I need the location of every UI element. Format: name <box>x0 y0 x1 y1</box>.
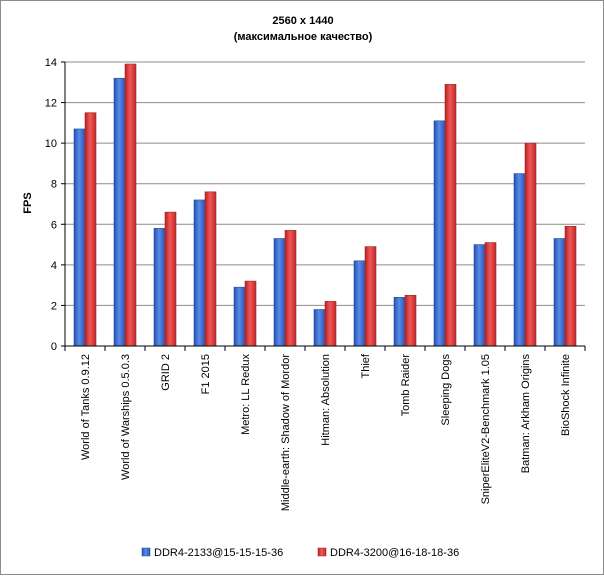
x-category-label-sniperelitev2-benchmark-1-05: SniperEliteV2-Benchmark 1.05 <box>480 354 492 504</box>
x-category-label-tomb-raider: Tomb Raider <box>400 354 412 417</box>
bar-f1-2015-series-0 <box>193 199 206 347</box>
legend-label-ddr4-3200: DDR4-3200@16-18-18-36 <box>330 547 459 559</box>
x-category-label-middle-earth-shadow-of-mordor: Middle-earth: Shadow of Mordor <box>280 354 292 511</box>
bar-bioshock-infinite-series-0 <box>553 238 566 347</box>
y-tick-label: 8 <box>51 179 57 191</box>
x-category-label-hitman-absolution: Hitman: Absolution <box>320 354 332 446</box>
axes <box>61 61 586 351</box>
y-tick-label: 2 <box>51 300 57 312</box>
bar-sleeping-dogs-series-1 <box>444 84 457 347</box>
bar-hitman-absolution-series-1 <box>324 301 337 347</box>
bar-world-of-tanks-0-9-12-series-0 <box>73 128 86 347</box>
chart-title: 2560 x 1440 <box>272 15 333 27</box>
y-tick-label: 4 <box>51 260 57 272</box>
x-category-label-batman-arkham-origins: Batman: Arkham Origins <box>520 354 532 474</box>
bar-world-of-warships-0-5-0-3-series-1 <box>124 63 137 347</box>
x-category-label-bioshock-infinite: BioShock Infinite <box>560 354 572 436</box>
y-tick-label: 12 <box>45 98 57 110</box>
bar-middle-earth-shadow-of-mordor-series-1 <box>284 230 297 347</box>
y-tick-label: 14 <box>45 57 57 69</box>
bar-hitman-absolution-series-0 <box>313 309 326 347</box>
legend-swatch-ddr4-3200 <box>317 547 327 557</box>
y-axis-label: FPS <box>22 192 34 213</box>
y-tick-label: 6 <box>51 219 57 231</box>
legend-swatch-ddr4-2133 <box>141 547 151 557</box>
bar-bioshock-infinite-series-1 <box>564 226 577 347</box>
chart-subtitle: (максимальное качество) <box>234 31 373 43</box>
bar-world-of-warships-0-5-0-3-series-0 <box>113 77 126 347</box>
bar-f1-2015-series-1 <box>204 191 217 347</box>
y-tick-label: 10 <box>45 138 57 150</box>
x-category-label-grid-2: GRID 2 <box>160 354 172 391</box>
x-category-label-sleeping-dogs: Sleeping Dogs <box>440 354 452 426</box>
bar-tomb-raider-series-1 <box>404 294 417 347</box>
bar-sleeping-dogs-series-0 <box>433 120 446 347</box>
x-category-label-f1-2015: F1 2015 <box>200 354 212 394</box>
y-tick-label: 0 <box>51 341 57 353</box>
x-category-labels: World of Tanks 0.9.12 World of Warships 0… <box>80 353 572 511</box>
x-category-label-metro-ll-redux: Metro: LL Redux <box>240 354 252 435</box>
bar-grid-2-series-1 <box>164 211 177 347</box>
bar-grid-2-series-0 <box>153 228 166 347</box>
bar-thief-series-0 <box>353 260 366 347</box>
x-category-label-thief: Thief <box>360 353 372 378</box>
gridlines <box>65 61 585 306</box>
x-category-label-world-of-warships-0-5-0-3: World of Warships 0.5.0.3 <box>120 354 132 480</box>
bar-thief-series-1 <box>364 246 377 347</box>
bar-world-of-tanks-0-9-12-series-1 <box>84 112 97 347</box>
bar-middle-earth-shadow-of-mordor-series-0 <box>273 238 286 347</box>
bar-batman-arkham-origins-series-0 <box>513 173 526 347</box>
legend-label-ddr4-2133: DDR4-2133@15-15-15-36 <box>154 547 283 559</box>
bar-metro-ll-redux-series-0 <box>233 286 246 347</box>
bar-batman-arkham-origins-series-1 <box>524 142 537 347</box>
bar-sniperelitev2-benchmark-1-05-series-1 <box>484 242 497 347</box>
bar-sniperelitev2-benchmark-1-05-series-0 <box>473 244 486 347</box>
y-tick-labels: 0 2 4 6 8 10 12 14 <box>45 57 57 353</box>
legend: DDR4-2133@15-15-15-36 DDR4-3200@16-18-18… <box>141 547 459 559</box>
bar-metro-ll-redux-series-1 <box>244 280 257 347</box>
bars <box>73 63 577 347</box>
bar-tomb-raider-series-0 <box>393 297 406 347</box>
x-category-label-world-of-tanks-0-9-12: World of Tanks 0.9.12 <box>80 354 92 460</box>
